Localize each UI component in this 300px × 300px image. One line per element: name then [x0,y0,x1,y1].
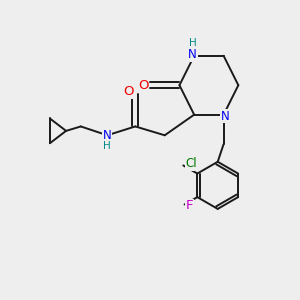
Text: H: H [189,38,196,48]
Text: N: N [221,110,230,123]
Text: N: N [188,48,197,61]
Text: O: O [138,79,149,92]
Text: H: H [103,142,111,152]
Text: N: N [103,129,112,142]
Text: F: F [186,200,194,212]
Text: O: O [124,85,134,98]
Text: Cl: Cl [186,158,197,170]
